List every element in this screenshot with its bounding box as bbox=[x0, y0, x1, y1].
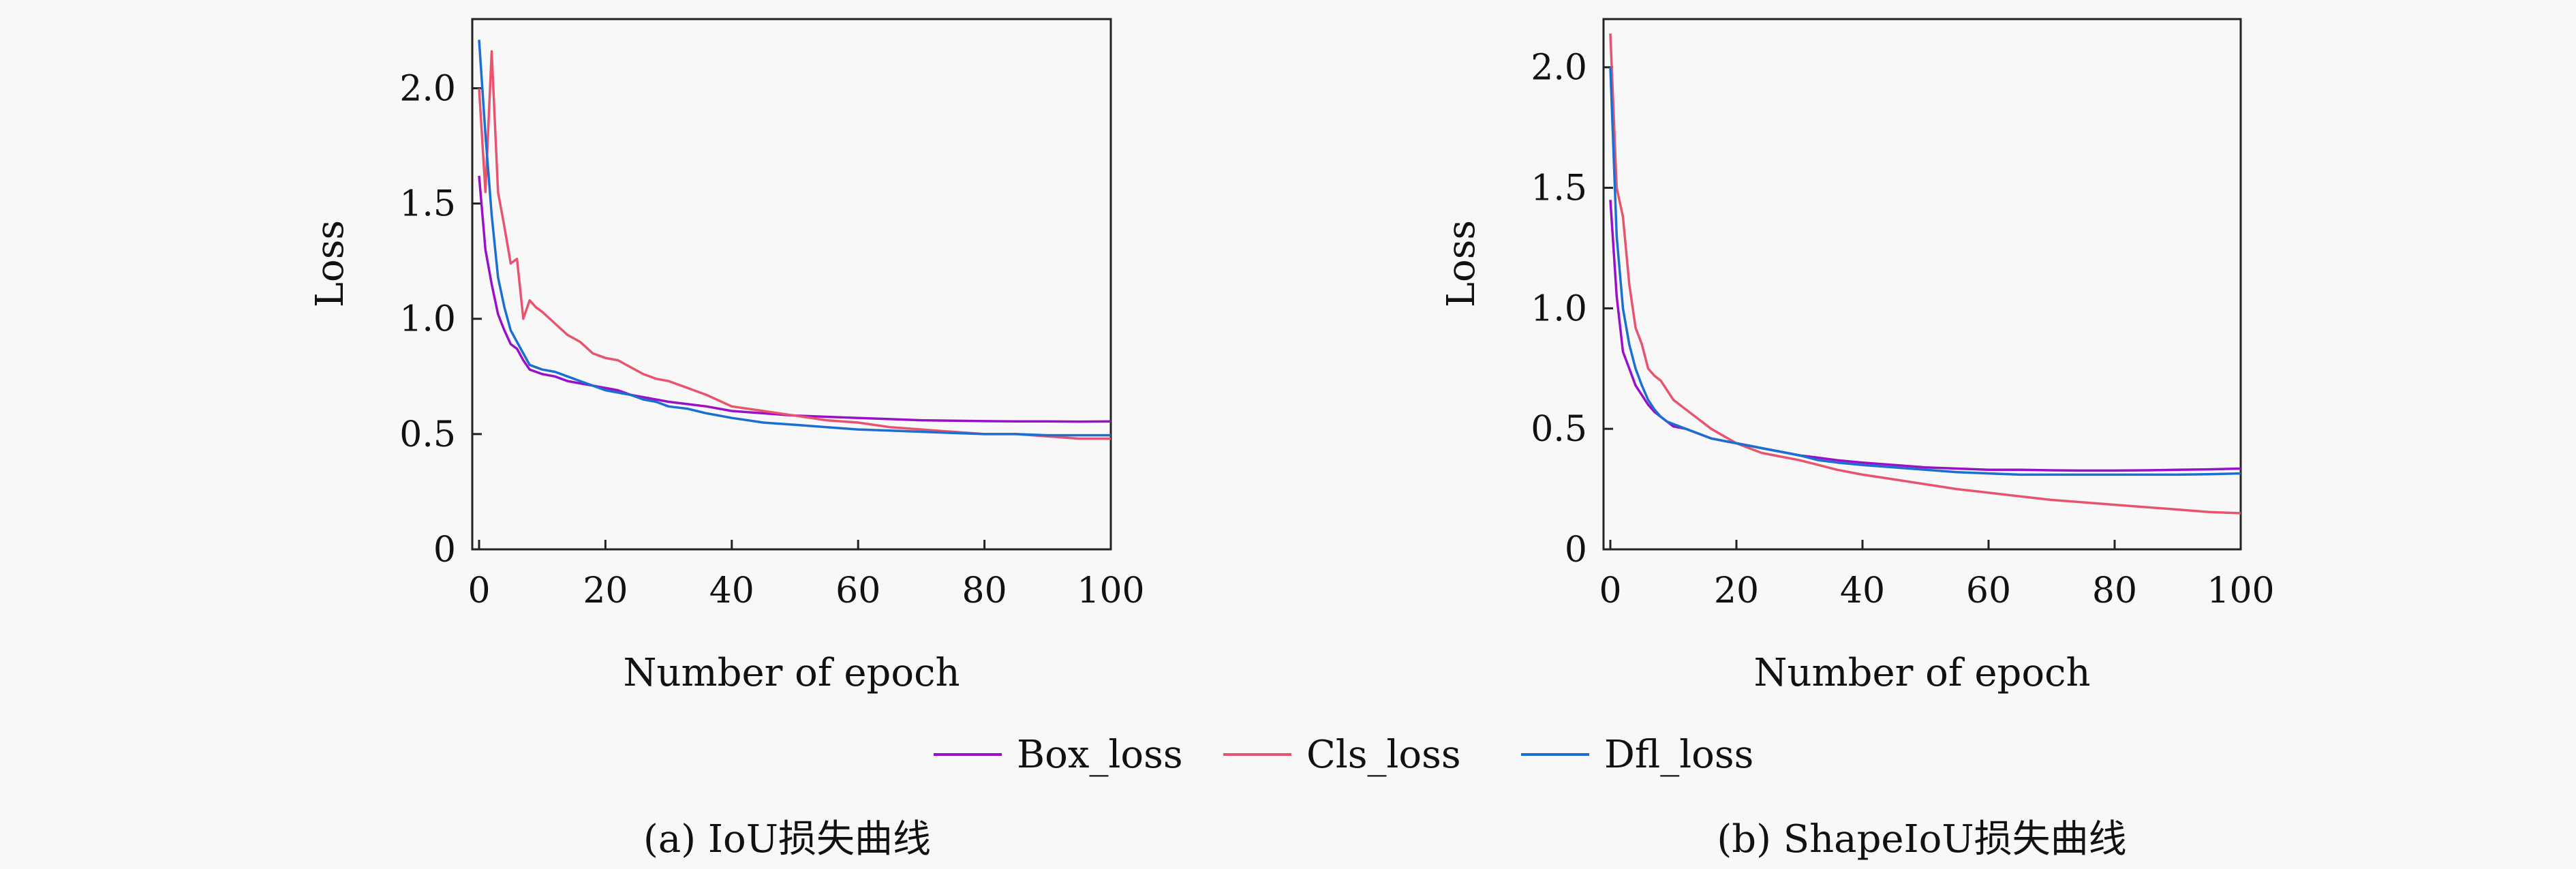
y-tick-label: 1.0 bbox=[1531, 288, 1587, 329]
x-tick-label: 60 bbox=[835, 570, 880, 611]
x-tick-label: 0 bbox=[1599, 570, 1621, 611]
y-tick-label: 0.5 bbox=[1531, 409, 1587, 450]
panel-caption: (b) ShapeIoU损失曲线 bbox=[1717, 817, 2126, 862]
series-line-box-loss bbox=[1609, 200, 2241, 472]
y-tick-label: 1.5 bbox=[1531, 168, 1587, 209]
series-line-box-loss bbox=[478, 175, 1111, 423]
series-line-dfl-loss bbox=[478, 40, 1111, 437]
y-tick-label: 1.0 bbox=[399, 299, 456, 340]
x-tick-label: 40 bbox=[1840, 570, 1885, 611]
y-axis-title: Loss bbox=[308, 220, 352, 307]
chart-panel-1: 0 20 40 60 80 100 0 0.5 1.0 1.5 2.0 Number of epoch… bbox=[1439, 18, 2275, 695]
x-axis-title: Number of epoch bbox=[623, 651, 960, 695]
panel-caption: (a) IoU损失曲线 bbox=[643, 817, 931, 862]
y-tick-label: 0.5 bbox=[399, 414, 456, 455]
x-tick-label: 20 bbox=[583, 570, 628, 611]
x-tick-label: 20 bbox=[1714, 570, 1759, 611]
plot-frame bbox=[1602, 18, 2242, 551]
legend-item-dfl-loss: Dfl_loss bbox=[1521, 733, 1753, 777]
y-axis-title: Loss bbox=[1439, 220, 1484, 307]
y-tick-label: 2.0 bbox=[1531, 48, 1587, 89]
y-tick-label: 2.0 bbox=[399, 68, 456, 109]
legend-item-cls-loss: Cls_loss bbox=[1223, 733, 1461, 777]
legend-label: Cls_loss bbox=[1306, 733, 1461, 777]
chart-panel-0: 0 20 40 60 80 100 0 0.5 1.0 1.5 2.0 Number of epoch… bbox=[308, 18, 1145, 695]
plot-frame bbox=[471, 18, 1112, 551]
x-tick-label: 60 bbox=[1966, 570, 2011, 611]
y-tick-label: 0 bbox=[1565, 530, 1587, 570]
x-tick-label: 100 bbox=[1077, 570, 1144, 611]
x-tick-label: 0 bbox=[467, 570, 490, 611]
series-line-dfl-loss bbox=[1609, 67, 2241, 476]
legend-label: Dfl_loss bbox=[1604, 733, 1753, 777]
x-tick-label: 80 bbox=[962, 570, 1007, 611]
legend-item-box-loss: Box_loss bbox=[934, 733, 1183, 777]
legend-label: Box_loss bbox=[1017, 733, 1183, 777]
x-axis-title: Number of epoch bbox=[1753, 651, 2090, 695]
x-tick-label: 100 bbox=[2207, 570, 2274, 611]
series-line-cls-loss bbox=[478, 50, 1111, 440]
x-tick-label: 40 bbox=[709, 570, 754, 611]
y-tick-label: 0 bbox=[433, 530, 456, 570]
x-tick-label: 80 bbox=[2092, 570, 2137, 611]
y-tick-label: 1.5 bbox=[399, 184, 456, 225]
series-line-cls-loss bbox=[1609, 33, 2241, 515]
legend: Box_loss Cls_loss Dfl_loss bbox=[934, 733, 1753, 777]
